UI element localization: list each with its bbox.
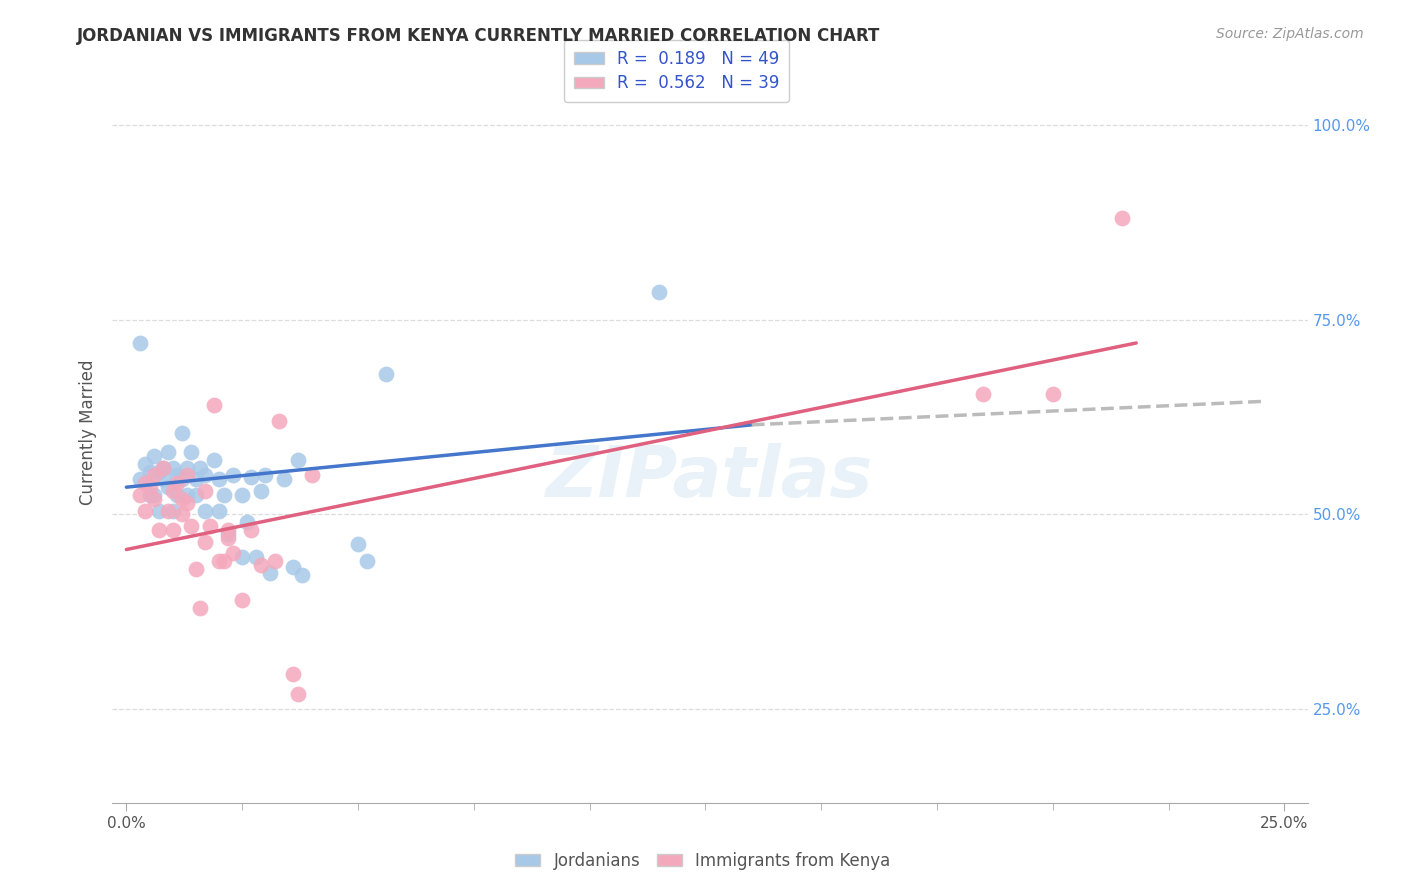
Point	[152, 460, 174, 475]
Point	[236, 515, 259, 529]
Point	[176, 488, 198, 502]
Point	[972, 386, 994, 401]
Point	[134, 503, 156, 517]
Point	[301, 468, 323, 483]
Point	[202, 398, 225, 412]
Point	[157, 480, 180, 494]
Point	[148, 465, 170, 479]
Point	[170, 508, 193, 522]
Point	[176, 468, 198, 483]
Point	[184, 562, 207, 576]
Point	[148, 523, 170, 537]
Point	[291, 568, 314, 582]
Point	[194, 484, 217, 499]
Point	[194, 534, 217, 549]
Point	[180, 445, 202, 459]
Point	[273, 472, 295, 486]
Point	[157, 503, 180, 517]
Point	[166, 488, 188, 502]
Point	[198, 519, 221, 533]
Text: ZIPatlas: ZIPatlas	[547, 442, 873, 511]
Point	[143, 468, 166, 483]
Point	[281, 560, 304, 574]
Point	[170, 491, 193, 506]
Point	[180, 519, 202, 533]
Point	[176, 460, 198, 475]
Point	[184, 488, 207, 502]
Point	[356, 554, 378, 568]
Point	[157, 445, 180, 459]
Point	[217, 531, 239, 545]
Point	[217, 527, 239, 541]
Point	[254, 468, 277, 483]
Text: JORDANIAN VS IMMIGRANTS FROM KENYA CURRENTLY MARRIED CORRELATION CHART: JORDANIAN VS IMMIGRANTS FROM KENYA CURRE…	[77, 27, 880, 45]
Point	[134, 476, 156, 491]
Point	[148, 503, 170, 517]
Point	[1042, 386, 1064, 401]
Point	[143, 491, 166, 506]
Point	[208, 472, 231, 486]
Point	[138, 488, 160, 502]
Point	[249, 558, 271, 573]
Point	[249, 484, 271, 499]
Point	[374, 367, 396, 381]
Point	[143, 488, 166, 502]
Point	[170, 472, 193, 486]
Point	[134, 457, 156, 471]
Legend: Jordanians, Immigrants from Kenya: Jordanians, Immigrants from Kenya	[509, 846, 897, 877]
Point	[240, 523, 263, 537]
Point	[162, 503, 184, 517]
Point	[162, 460, 184, 475]
Point	[166, 476, 188, 491]
Point	[162, 484, 184, 499]
Point	[184, 472, 207, 486]
Point	[166, 468, 188, 483]
Point	[129, 472, 152, 486]
Point	[287, 687, 309, 701]
Legend: R =  0.189   N = 49, R =  0.562   N = 39: R = 0.189 N = 49, R = 0.562 N = 39	[564, 39, 789, 103]
Point	[138, 465, 160, 479]
Point	[194, 503, 217, 517]
Point	[281, 667, 304, 681]
Point	[259, 566, 281, 580]
Point	[129, 488, 152, 502]
Point	[202, 453, 225, 467]
Point	[648, 285, 671, 300]
Y-axis label: Currently Married: Currently Married	[79, 359, 97, 506]
Point	[152, 472, 174, 486]
Point	[152, 460, 174, 475]
Point	[170, 425, 193, 440]
Point	[129, 336, 152, 351]
Point	[269, 414, 291, 428]
Point	[287, 453, 309, 467]
Point	[190, 601, 212, 615]
Point	[212, 554, 235, 568]
Point	[190, 460, 212, 475]
Point	[217, 523, 239, 537]
Point	[231, 550, 253, 565]
Point	[208, 554, 231, 568]
Point	[245, 550, 267, 565]
Point	[194, 468, 217, 483]
Point	[263, 554, 285, 568]
Point	[143, 449, 166, 463]
Point	[231, 488, 253, 502]
Point	[347, 537, 370, 551]
Point	[1111, 211, 1133, 226]
Point	[208, 503, 231, 517]
Point	[240, 470, 263, 484]
Point	[212, 488, 235, 502]
Point	[162, 523, 184, 537]
Point	[222, 546, 245, 560]
Point	[222, 468, 245, 483]
Text: Source: ZipAtlas.com: Source: ZipAtlas.com	[1216, 27, 1364, 41]
Point	[138, 480, 160, 494]
Point	[176, 496, 198, 510]
Point	[231, 593, 253, 607]
